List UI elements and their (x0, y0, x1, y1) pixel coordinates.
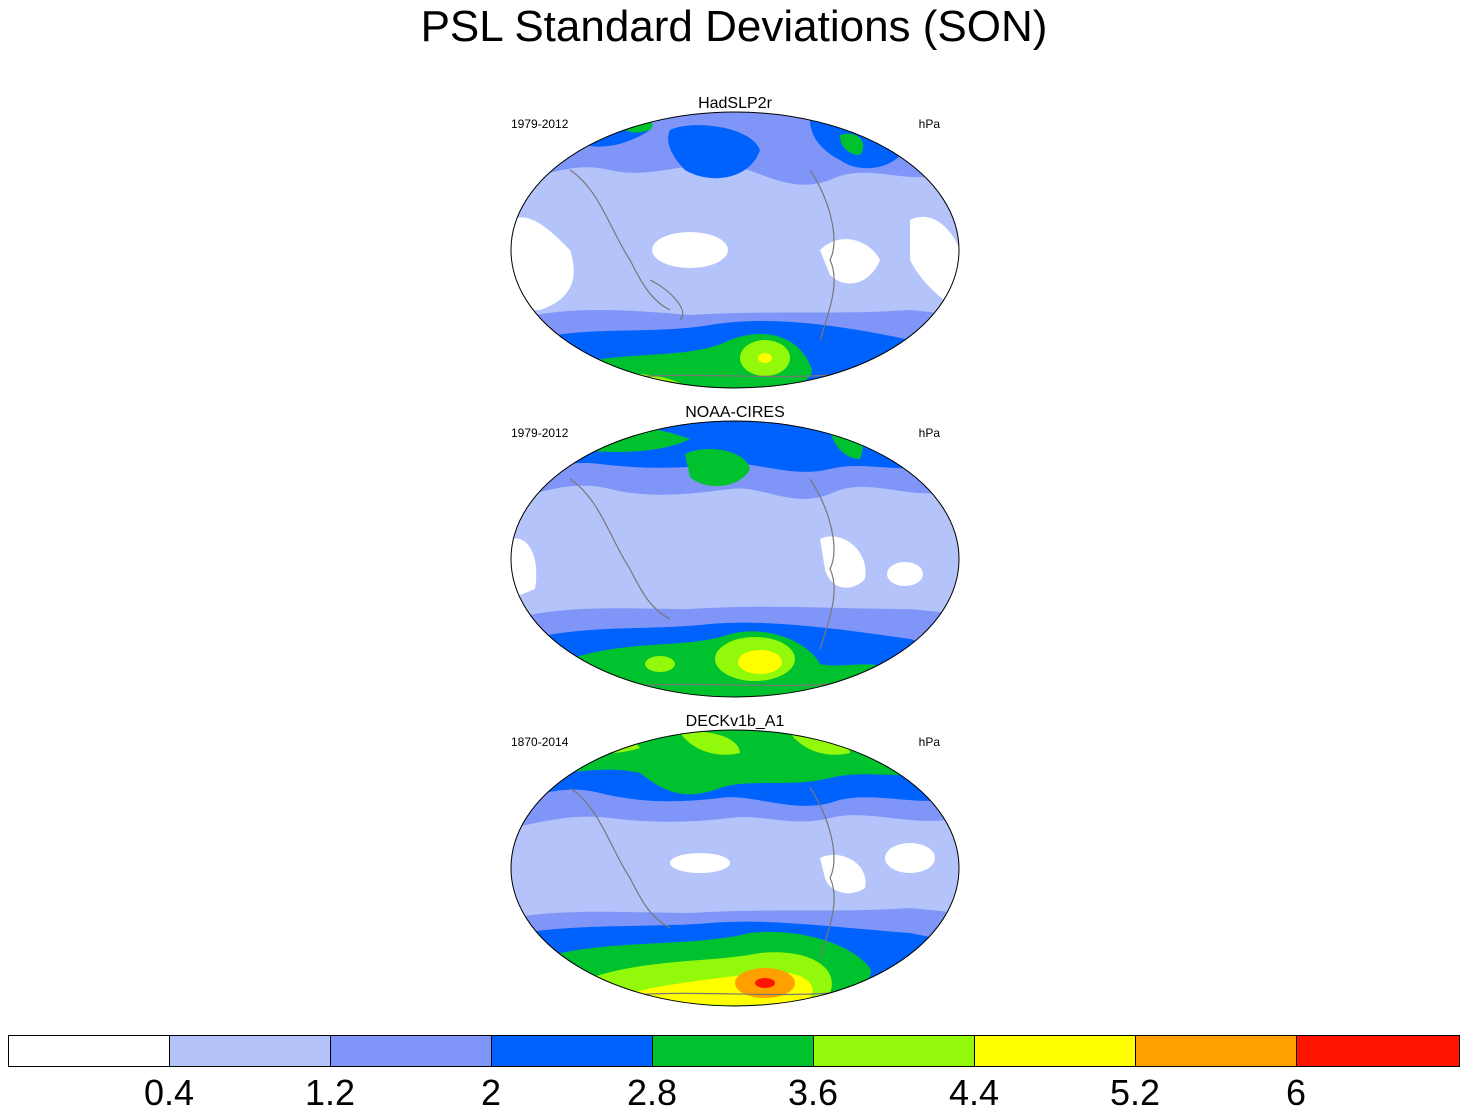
panel-units: hPa (918, 426, 940, 440)
colorbar-box (974, 1035, 1136, 1067)
colorbar-box (813, 1035, 975, 1067)
colorbar-box (652, 1035, 814, 1067)
panel-period: 1979-2012 (511, 117, 569, 131)
map-deckv1b-a1 (510, 729, 960, 1007)
map-noaa-cires (510, 420, 960, 698)
colorbar-label: 6 (1285, 1072, 1307, 1113)
colorbar (8, 1035, 1460, 1069)
panel-period: 1870-2014 (511, 735, 569, 749)
figure-title: PSL Standard Deviations (SON) (420, 2, 1048, 51)
panel-title: NOAA-CIRES (685, 404, 785, 421)
map-hadslp2r (510, 111, 960, 389)
colorbar-label: 4.4 (948, 1072, 1000, 1113)
panel-units: hPa (918, 735, 940, 749)
colorbar-label: 5.2 (1109, 1072, 1161, 1113)
colorbar-label: 3.6 (787, 1072, 839, 1113)
map-panel-deckv1b-a1: DECKv1b_A1 1870-2014 hPa (500, 713, 970, 1013)
colorbar-label: 0.4 (143, 1072, 195, 1113)
panel-units: hPa (918, 117, 940, 131)
colorbar-box (1296, 1035, 1460, 1067)
colorbar-box (169, 1035, 331, 1067)
panel-title: DECKv1b_A1 (685, 713, 785, 730)
colorbar-box (330, 1035, 492, 1067)
colorbar-label: 1.2 (304, 1072, 356, 1113)
colorbar-box (491, 1035, 653, 1067)
colorbar-box (8, 1035, 170, 1067)
colorbar-label: 2 (480, 1072, 502, 1113)
panel-period: 1979-2012 (511, 426, 569, 440)
panel-title: HadSLP2r (698, 95, 772, 112)
colorbar-box (1135, 1035, 1297, 1067)
map-panel-noaa-cires: NOAA-CIRES 1979-2012 hPa (500, 404, 970, 704)
map-panel-hadslp2r: HadSLP2r 1979-2012 hPa (500, 95, 970, 395)
colorbar-label: 2.8 (626, 1072, 678, 1113)
